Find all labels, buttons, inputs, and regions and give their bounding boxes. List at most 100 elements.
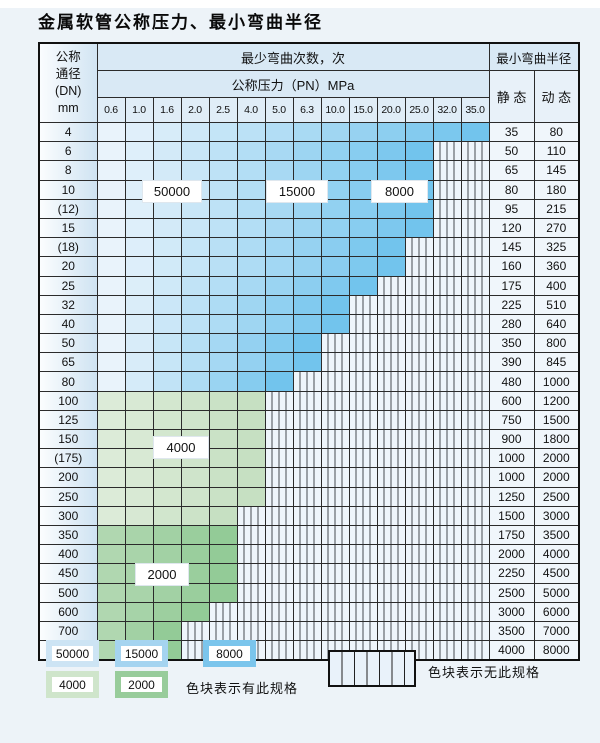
static-radius-cell: 4000	[488, 640, 535, 661]
static-radius-cell: 900	[488, 428, 535, 450]
static-radius-cell: 1500	[488, 505, 535, 526]
dn-header-line: 公称	[55, 50, 81, 64]
no-spec-hatched-cell	[460, 256, 490, 277]
spec-available-cell	[292, 313, 322, 335]
pressure-header-cell: 公称压力（PN）MPa	[96, 70, 490, 98]
dn-cell: 40	[38, 313, 98, 335]
no-spec-hatched-cell	[348, 601, 378, 622]
page-title: 金属软管公称压力、最小弯曲半径	[38, 13, 323, 33]
dn-cell: 300	[38, 505, 98, 526]
table-row: 450 2250 4500	[38, 563, 580, 584]
static-radius-cell: 1000	[488, 467, 535, 488]
no-spec-hatched-cell	[432, 582, 462, 603]
static-radius-cell: 175	[488, 275, 535, 296]
dn-cell: 25	[38, 275, 98, 296]
dn-cell: 10	[38, 179, 98, 200]
no-spec-hatched-cell	[320, 333, 350, 354]
legend-note-has-spec: 色块表示有此规格	[186, 681, 299, 696]
no-spec-hatched-cell	[376, 620, 406, 642]
dynamic-radius-cell: 2000	[533, 467, 580, 488]
no-spec-hatched-cell	[404, 486, 434, 507]
no-spec-hatched-cell	[236, 544, 266, 565]
spec-available-cell	[320, 275, 350, 296]
spec-available-cell	[96, 141, 126, 162]
spec-available-cell	[320, 294, 350, 315]
spec-table-wrap: 公称 通径 (DN) mm 最少弯曲次数，次 最小弯曲半径 公称压力（PN）MP…	[38, 42, 581, 662]
spec-available-cell	[96, 256, 126, 277]
spec-available-cell	[180, 467, 210, 488]
spec-available-cell	[96, 198, 126, 219]
spec-available-cell	[152, 409, 182, 431]
no-spec-hatched-cell	[320, 640, 350, 661]
dn-cell: 150	[38, 428, 98, 450]
table-row: 15 120 270	[38, 217, 580, 239]
dn-header-cell: 公称 通径 (DN) mm	[38, 42, 98, 123]
pressure-value-cell: 2.5	[208, 97, 238, 123]
spec-available-cell	[96, 371, 126, 392]
no-spec-hatched-cell	[404, 428, 434, 450]
spec-available-cell	[376, 256, 406, 277]
dynamic-radius-cell: 1800	[533, 428, 580, 450]
spec-available-cell	[208, 390, 238, 411]
table-row: 20 160 360	[38, 256, 580, 277]
spec-available-cell	[180, 160, 210, 181]
no-spec-hatched-cell	[376, 313, 406, 335]
no-spec-hatched-cell	[292, 428, 322, 450]
dn-cell: 800	[38, 640, 98, 661]
no-spec-hatched-cell	[432, 333, 462, 354]
spec-available-cell	[236, 409, 266, 431]
dynamic-radius-cell: 6000	[533, 601, 580, 622]
table-row: 700 3500 7000	[38, 620, 580, 642]
spec-available-cell	[460, 121, 490, 143]
no-spec-hatched-cell	[404, 601, 434, 622]
spec-available-cell	[124, 256, 154, 277]
spec-available-cell	[208, 121, 238, 143]
no-spec-hatched-cell	[404, 275, 434, 296]
spec-available-cell	[208, 160, 238, 181]
spec-available-cell	[320, 160, 350, 181]
spec-available-cell	[96, 294, 126, 315]
static-radius-cell: 225	[488, 294, 535, 315]
static-radius-cell: 145	[488, 237, 535, 258]
no-spec-hatched-cell	[208, 620, 238, 642]
table-row: (175) 1000 2000	[38, 448, 580, 469]
no-spec-hatched-cell	[320, 390, 350, 411]
table-row: 50 350 800	[38, 333, 580, 354]
no-spec-hatched-cell	[404, 620, 434, 642]
static-radius-cell: 3500	[488, 620, 535, 642]
no-spec-hatched-cell	[376, 640, 406, 661]
no-spec-hatched-cell	[292, 544, 322, 565]
static-radius-cell: 480	[488, 371, 535, 392]
no-spec-hatched-cell	[348, 313, 378, 335]
no-spec-hatched-cell	[180, 620, 210, 642]
no-spec-hatched-cell	[264, 505, 294, 526]
spec-available-cell	[236, 467, 266, 488]
no-spec-hatched-cell	[292, 448, 322, 469]
no-spec-hatched-cell	[292, 601, 322, 622]
overlay-label-15000: 15000	[266, 180, 328, 203]
spec-available-cell	[292, 160, 322, 181]
spec-available-cell	[124, 352, 154, 373]
no-spec-hatched-cell	[348, 544, 378, 565]
spec-available-cell	[376, 217, 406, 239]
spec-available-cell	[292, 352, 322, 373]
no-spec-hatched-cell	[404, 390, 434, 411]
no-spec-hatched-cell	[404, 333, 434, 354]
no-spec-hatched-cell	[432, 313, 462, 335]
radius-header-cell: 最小弯曲半径	[488, 42, 580, 71]
top-strip	[0, 0, 600, 8]
no-spec-hatched-cell	[320, 448, 350, 469]
spec-available-cell	[208, 179, 238, 200]
spec-available-cell	[180, 486, 210, 507]
no-spec-hatched-cell	[460, 428, 490, 450]
no-spec-hatched-cell	[432, 198, 462, 219]
no-spec-hatched-cell	[404, 582, 434, 603]
spec-available-cell	[152, 505, 182, 526]
no-spec-hatched-cell	[460, 467, 490, 488]
pressure-value-cell: 1.6	[152, 97, 182, 123]
spec-available-cell	[124, 237, 154, 258]
spec-available-cell	[236, 428, 266, 450]
table-row: 800 4000 8000	[38, 640, 580, 661]
no-spec-hatched-cell	[236, 620, 266, 642]
